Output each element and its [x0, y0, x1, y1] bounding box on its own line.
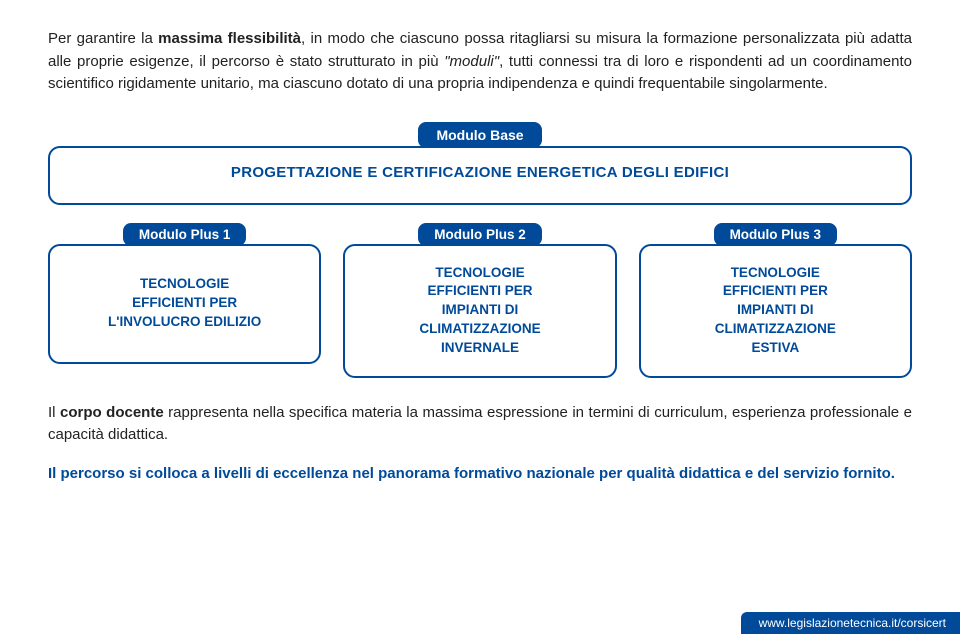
base-tab: Modulo Base	[418, 122, 541, 148]
plus3-tab-wrap: Modulo Plus 3	[639, 223, 912, 246]
plus-col-2: Modulo Plus 2 TECNOLOGIE EFFICIENTI PER …	[343, 223, 616, 378]
plus-col-1: Modulo Plus 1 TECNOLOGIE EFFICIENTI PER …	[48, 223, 321, 378]
docente-paragraph: Il corpo docente rappresenta nella speci…	[48, 402, 912, 447]
plus1-tab: Modulo Plus 1	[123, 223, 247, 246]
plus-row: Modulo Plus 1 TECNOLOGIE EFFICIENTI PER …	[48, 223, 912, 378]
module-diagram: Modulo Base PROGETTAZIONE E CERTIFICAZIO…	[48, 122, 912, 378]
footer-url: www.legislazionetecnica.it/corsicert	[741, 612, 960, 634]
base-module-box: PROGETTAZIONE E CERTIFICAZIONE ENERGETIC…	[48, 146, 912, 205]
docente-bold: corpo docente	[60, 404, 164, 421]
plus3-box: TECNOLOGIE EFFICIENTI PER IMPIANTI DI CL…	[639, 244, 912, 378]
intro-bold-1: massima flessibilità	[158, 30, 301, 47]
plus2-tab: Modulo Plus 2	[418, 223, 542, 246]
plus2-tab-wrap: Modulo Plus 2	[343, 223, 616, 246]
plus2-box: TECNOLOGIE EFFICIENTI PER IMPIANTI DI CL…	[343, 244, 616, 378]
plus1-box: TECNOLOGIE EFFICIENTI PER L'INVOLUCRO ED…	[48, 244, 321, 364]
plus1-tab-wrap: Modulo Plus 1	[48, 223, 321, 246]
base-tab-wrap: Modulo Base	[48, 122, 912, 148]
docente-seg-2: rappresenta nella specifica materia la m…	[48, 404, 912, 444]
intro-paragraph: Per garantire la massima flessibilità, i…	[48, 28, 912, 96]
plus3-tab: Modulo Plus 3	[714, 223, 838, 246]
plus-col-3: Modulo Plus 3 TECNOLOGIE EFFICIENTI PER …	[639, 223, 912, 378]
docente-seg-1: Il	[48, 404, 60, 421]
closing-statement: Il percorso si colloca a livelli di ecce…	[48, 463, 912, 486]
intro-seg-1: Per garantire la	[48, 30, 158, 47]
intro-italic-1: "moduli"	[444, 53, 499, 70]
